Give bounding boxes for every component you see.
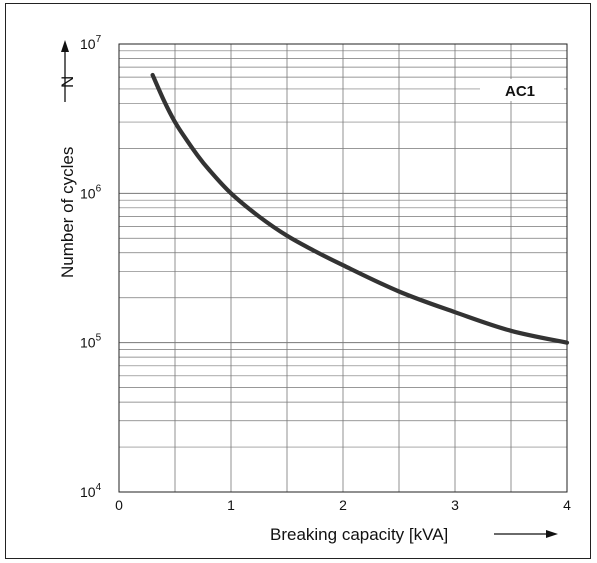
x-axis-label: Breaking capacity [kVA]: [270, 525, 448, 544]
y-tick-label: 105: [80, 333, 102, 351]
series-layer: [150, 72, 570, 345]
x-tick-label: 4: [563, 497, 571, 513]
y-axis-arrow-head: [61, 40, 69, 52]
x-tick-label: 3: [451, 497, 459, 513]
x-tick-label: 1: [227, 497, 235, 513]
figure-frame: [5, 3, 591, 559]
annotation-ac1: AC1: [505, 83, 535, 100]
grid: [119, 44, 567, 492]
annotation-background: [480, 79, 564, 101]
y-tick-label: 106: [80, 183, 102, 201]
x-tick-label: 0: [115, 497, 123, 513]
y-axis-symbol: N: [58, 76, 77, 88]
y-tick-labels: 104 105 106 107: [80, 34, 102, 500]
series-line-0: [150, 72, 570, 345]
x-axis-arrow-head: [546, 530, 558, 538]
y-tick-label: 107: [80, 34, 102, 52]
x-tick-labels: 0 1 2 3 4: [115, 497, 571, 513]
y-tick-label: 104: [80, 482, 102, 500]
plot-border: [118, 43, 568, 493]
y-axis-label: Number of cycles: [58, 147, 77, 278]
x-tick-label: 2: [339, 497, 347, 513]
